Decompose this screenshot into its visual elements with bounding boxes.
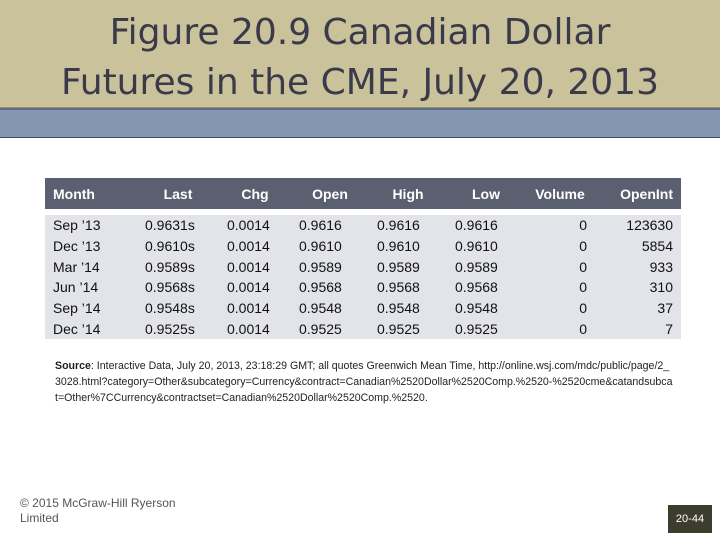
cell-last: 0.9589s (137, 256, 219, 278)
header-openint: OpenInt (595, 178, 681, 209)
cell-low: 0.9548 (447, 297, 525, 319)
cell-month: Dec ’13 (45, 235, 137, 257)
cell-openint: 310 (595, 277, 681, 298)
cell-open: 0.9589 (291, 256, 369, 278)
table-header-row: Month Last Chg Open High Low Volume Open… (45, 178, 681, 209)
cell-volume: 0 (525, 297, 595, 319)
cell-low: 0.9616 (447, 215, 525, 236)
header-low: Low (447, 178, 525, 209)
cell-month: Sep ’13 (45, 215, 137, 236)
header-high: High (369, 178, 447, 209)
cell-last: 0.9568s (137, 277, 219, 298)
cell-low: 0.9589 (447, 256, 525, 278)
copyright-notice: © 2015 McGraw-Hill Ryerson Limited (20, 496, 176, 525)
futures-table: Month Last Chg Open High Low Volume Open… (45, 178, 681, 340)
cell-openint: 7 (595, 318, 681, 340)
cell-volume: 0 (525, 215, 595, 236)
table-row: Dec ’14 0.9525s 0.0014 0.9525 0.9525 0.9… (45, 318, 681, 340)
cell-open: 0.9610 (291, 235, 369, 257)
title-accent-strip (0, 108, 720, 138)
futures-table-container: Month Last Chg Open High Low Volume Open… (45, 178, 681, 340)
cell-volume: 0 (525, 318, 595, 340)
cell-month: Mar ’14 (45, 256, 137, 278)
cell-month: Sep ’14 (45, 297, 137, 319)
cell-high: 0.9525 (369, 318, 447, 340)
title-banner: Figure 20.9 Canadian Dollar Futures in t… (0, 0, 720, 110)
cell-chg: 0.0014 (219, 318, 291, 340)
cell-chg: 0.0014 (219, 297, 291, 319)
cell-month: Dec ’14 (45, 318, 137, 340)
cell-openint: 37 (595, 297, 681, 319)
table-row: Dec ’13 0.9610s 0.0014 0.9610 0.9610 0.9… (45, 235, 681, 257)
cell-last: 0.9525s (137, 318, 219, 340)
cell-volume: 0 (525, 256, 595, 278)
cell-chg: 0.0014 (219, 256, 291, 278)
page-number: 20-44 (668, 505, 712, 533)
cell-openint: 933 (595, 256, 681, 278)
cell-open: 0.9568 (291, 277, 369, 298)
cell-chg: 0.0014 (219, 235, 291, 257)
cell-high: 0.9589 (369, 256, 447, 278)
cell-openint: 123630 (595, 215, 681, 236)
cell-open: 0.9548 (291, 297, 369, 319)
cell-high: 0.9610 (369, 235, 447, 257)
cell-open: 0.9616 (291, 215, 369, 236)
cell-chg: 0.0014 (219, 215, 291, 236)
cell-high: 0.9616 (369, 215, 447, 236)
cell-last: 0.9631s (137, 215, 219, 236)
header-volume: Volume (525, 178, 595, 209)
header-open: Open (291, 178, 369, 209)
cell-low: 0.9568 (447, 277, 525, 298)
header-chg: Chg (219, 178, 291, 209)
header-last: Last (137, 178, 219, 209)
table-row: Sep ’13 0.9631s 0.0014 0.9616 0.9616 0.9… (45, 215, 681, 236)
cell-low: 0.9610 (447, 235, 525, 257)
source-text: : Interactive Data, July 20, 2013, 23:18… (55, 360, 673, 404)
cell-open: 0.9525 (291, 318, 369, 340)
cell-high: 0.9548 (369, 297, 447, 319)
cell-low: 0.9525 (447, 318, 525, 340)
cell-last: 0.9610s (137, 235, 219, 257)
source-label: Source (55, 360, 91, 372)
title-line-1: Figure 20.9 Canadian Dollar (109, 12, 611, 53)
source-note: Source: Interactive Data, July 20, 2013,… (55, 358, 675, 406)
cell-volume: 0 (525, 235, 595, 257)
slide-title: Figure 20.9 Canadian Dollar Futures in t… (0, 8, 720, 108)
cell-chg: 0.0014 (219, 277, 291, 298)
cell-openint: 5854 (595, 235, 681, 257)
cell-month: Jun ’14 (45, 277, 137, 298)
table-row: Mar ’14 0.9589s 0.0014 0.9589 0.9589 0.9… (45, 256, 681, 278)
title-line-2: Futures in the CME, July 20, 2013 (61, 62, 659, 103)
cell-high: 0.9568 (369, 277, 447, 298)
cell-last: 0.9548s (137, 297, 219, 319)
header-month: Month (45, 178, 137, 209)
cell-volume: 0 (525, 277, 595, 298)
table-row: Jun ’14 0.9568s 0.0014 0.9568 0.9568 0.9… (45, 277, 681, 298)
table-row: Sep ’14 0.9548s 0.0014 0.9548 0.9548 0.9… (45, 297, 681, 319)
